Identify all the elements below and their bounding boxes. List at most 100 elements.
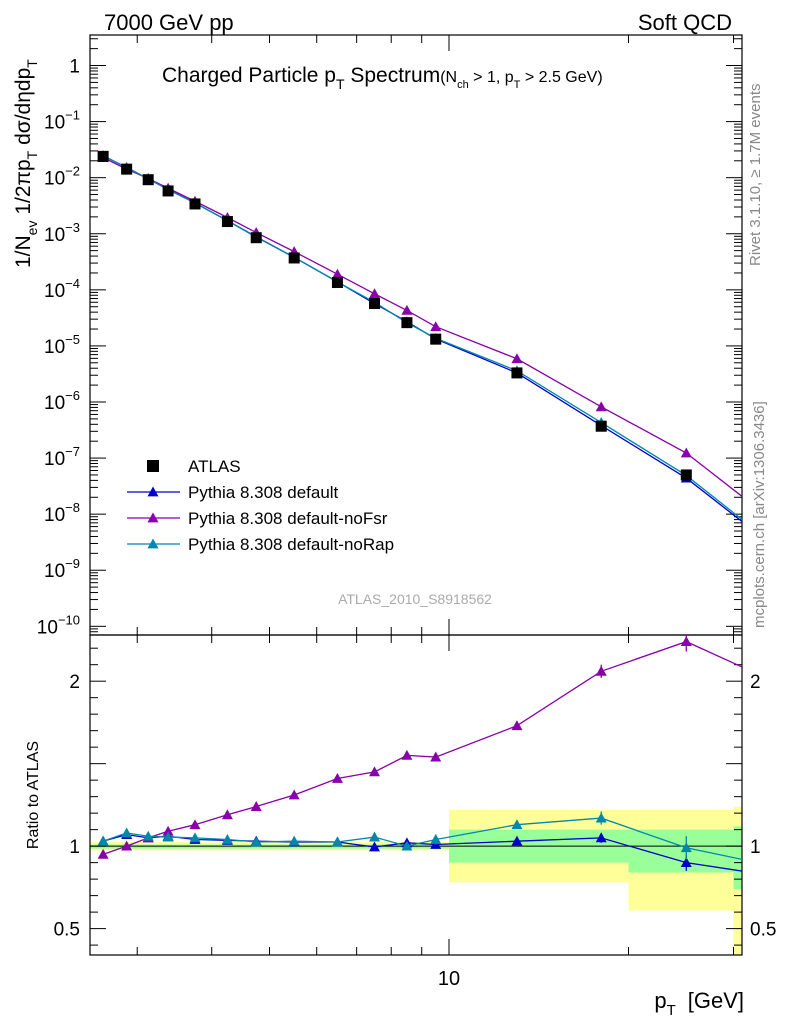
- legend-marker-square: [147, 460, 159, 472]
- data-point: [430, 333, 442, 345]
- main-panel: 1 10−1 10−2 10−3 10−4 10−5 10−6 10−7 10−8 10−9 10−…: [37, 34, 779, 638]
- header-left: 7000 GeV pp: [104, 10, 234, 35]
- data-point: [680, 469, 692, 481]
- series-marker: [511, 353, 523, 364]
- ratio-data: [97, 635, 779, 880]
- main-title: Charged Particle pT Spectrum(Nch > 1, pT…: [162, 64, 603, 92]
- data-point: [97, 150, 109, 162]
- ratio-series-line: [102, 640, 742, 855]
- ratio-series-marker: [250, 836, 262, 847]
- legend-label: Pythia 8.308 default-noRap: [188, 535, 394, 554]
- data-point: [250, 232, 262, 244]
- data-point: [221, 216, 233, 228]
- main-y-axis-label: 1/Nev 1/2πpT dσ/dηdpT: [12, 59, 40, 268]
- legend-label: Pythia 8.308 default-noFsr: [188, 509, 388, 528]
- stat-uncertainty-band: [733, 826, 742, 890]
- ratio-series-marker: [250, 801, 262, 811]
- x-tick-label: 10: [438, 968, 460, 990]
- data-point: [401, 317, 413, 329]
- series-marker: [680, 447, 692, 458]
- ratio-y-tick-label: 2: [69, 672, 80, 693]
- legend-marker-triangle: [147, 512, 159, 523]
- series-marker: [430, 321, 442, 332]
- data-point: [511, 367, 523, 379]
- ratio-series-marker: [595, 832, 607, 843]
- y-tick-label: 10−10: [37, 612, 80, 638]
- ratio-series-marker: [511, 835, 523, 846]
- y-tick-label: 10−2: [44, 164, 80, 190]
- rivet-label: Rivet 3.1.10, ≥ 1.7M events: [747, 84, 764, 267]
- ratio-series-marker: [97, 848, 109, 859]
- legend-marker-triangle: [147, 538, 159, 549]
- ratio-series-marker: [430, 751, 442, 762]
- ratio-series-marker: [121, 840, 133, 851]
- ratio-series-marker: [369, 841, 381, 852]
- ratio-series-marker: [680, 636, 692, 646]
- ratio-series-marker: [430, 834, 442, 844]
- ratio-series-marker: [331, 836, 343, 847]
- data-point: [142, 174, 154, 186]
- mcplots-label: mcplots.cern.ch [arXiv:1306.3436]: [751, 401, 768, 628]
- series-marker: [369, 288, 381, 299]
- ratio-series-marker: [595, 665, 607, 676]
- ratio-series-marker: [331, 773, 343, 783]
- legend-label: Pythia 8.308 default: [188, 483, 339, 502]
- ratio-series-marker: [768, 676, 779, 686]
- ratio-y-tick-label: 0.5: [54, 920, 80, 941]
- ratio-series-marker: [221, 809, 233, 820]
- legend: ATLAS Pythia 8.308 default Pythia 8.308 de…: [127, 457, 394, 554]
- series-marker: [331, 268, 343, 279]
- data-point: [121, 163, 133, 175]
- ratio-series-marker: [595, 812, 607, 823]
- data-point: [331, 277, 343, 289]
- y-tick-label: 10−3: [44, 220, 80, 246]
- y-tick-label: 10−6: [44, 388, 80, 414]
- ratio-series-marker: [288, 835, 300, 846]
- header-right: Soft QCD: [638, 10, 732, 35]
- ratio-series-marker: [768, 870, 779, 880]
- data-point: [162, 185, 174, 197]
- series-marker: [768, 541, 779, 551]
- y-tick-label: 10−9: [44, 556, 80, 582]
- series-marker: [768, 539, 779, 549]
- ratio-series-marker: [511, 819, 523, 830]
- y-tick-label: 1: [69, 57, 80, 78]
- data-point: [768, 534, 779, 545]
- series-marker: [768, 515, 779, 525]
- series-line: [102, 155, 742, 521]
- analysis-tag: ATLAS_2010_S8918562: [338, 591, 492, 607]
- ratio-series-marker: [680, 857, 692, 868]
- ratio-series-marker: [121, 827, 133, 838]
- legend-marker-triangle: [147, 486, 159, 497]
- data-point: [369, 298, 381, 310]
- ratio-series-marker: [142, 830, 154, 841]
- ratio-panel: 10 0.5 0.5 1 1 2 2: [54, 634, 779, 990]
- series-marker: [595, 401, 607, 412]
- series-marker: [401, 304, 413, 315]
- ratio-series-marker: [288, 789, 300, 800]
- ratio-series-marker: [221, 834, 233, 844]
- data-point: [288, 252, 300, 264]
- y-tick-label: 10−1: [44, 108, 80, 134]
- ratio-series-marker: [511, 720, 523, 731]
- ratio-series-marker: [189, 819, 201, 830]
- ratio-y-tick-label-right: 1: [750, 837, 761, 858]
- ratio-y-axis-label: Ratio to ATLAS: [25, 741, 42, 849]
- ratio-series-marker: [162, 831, 174, 842]
- x-axis-label: pT [GeV]: [654, 988, 744, 1019]
- y-tick-label: 10−8: [44, 500, 80, 526]
- ratio-series-marker: [162, 825, 174, 836]
- data-point: [595, 420, 607, 432]
- ratio-series-marker: [401, 749, 413, 760]
- y-tick-label: 10−5: [44, 332, 80, 358]
- ratio-frame: [89, 634, 743, 956]
- ratio-y-tick-label: 1: [69, 837, 80, 858]
- ratio-series-marker: [189, 832, 201, 843]
- y-tick-label: 10−4: [44, 276, 80, 302]
- ratio-y-tick-label-right: 0.5: [750, 920, 776, 941]
- ratio-series-marker: [768, 860, 779, 870]
- legend-label: ATLAS: [188, 457, 241, 476]
- ratio-series-marker: [401, 840, 413, 851]
- main-data: [97, 150, 779, 551]
